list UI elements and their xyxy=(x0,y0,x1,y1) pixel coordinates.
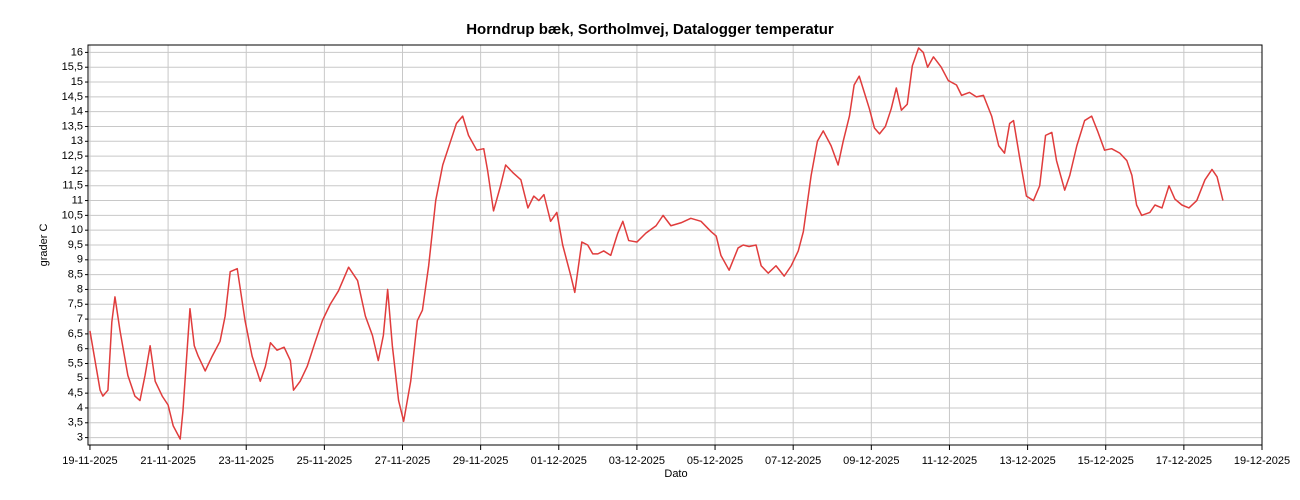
y-tick-label: 3 xyxy=(77,431,83,443)
x-tick-label: 01-12-2025 xyxy=(531,455,587,467)
x-tick-label: 19-12-2025 xyxy=(1234,455,1290,467)
y-tick-label: 6,5 xyxy=(68,328,83,340)
x-tick-label: 05-12-2025 xyxy=(687,455,743,467)
x-tick-label: 27-11-2025 xyxy=(375,455,430,467)
y-tick-label: 4 xyxy=(77,402,83,414)
x-tick-label: 21-11-2025 xyxy=(140,455,195,467)
x-tick-label: 23-11-2025 xyxy=(218,455,273,467)
y-tick-label: 8,5 xyxy=(68,269,83,281)
y-tick-label: 5 xyxy=(77,372,83,384)
x-tick-label: 15-12-2025 xyxy=(1078,455,1134,467)
y-tick-label: 7,5 xyxy=(68,298,83,310)
y-tick-label: 10,5 xyxy=(62,209,83,221)
y-tick-label: 6 xyxy=(77,343,83,355)
x-tick-label: 17-12-2025 xyxy=(1156,455,1212,467)
y-tick-label: 9 xyxy=(77,254,83,266)
x-tick-label: 13-12-2025 xyxy=(999,455,1055,467)
y-tick-label: 12,5 xyxy=(62,150,83,162)
plot-frame xyxy=(87,44,1263,446)
y-tick-label: 14 xyxy=(71,106,83,118)
x-tick-label: 19-11-2025 xyxy=(62,455,117,467)
y-tick-label: 14,5 xyxy=(62,91,83,103)
y-tick-label: 5,5 xyxy=(68,357,83,369)
temperature-line xyxy=(89,47,1224,440)
y-tick-label: 16 xyxy=(71,46,83,58)
y-tick-label: 15 xyxy=(71,76,83,88)
y-tick-label: 9,5 xyxy=(68,239,83,251)
y-tick-label: 4,5 xyxy=(68,387,83,399)
x-tick-label: 07-12-2025 xyxy=(765,455,821,467)
y-tick-label: 13,5 xyxy=(62,120,83,132)
y-tick-label: 3,5 xyxy=(68,417,83,429)
y-tick-label: 11,5 xyxy=(62,180,83,192)
y-tick-label: 7 xyxy=(77,313,83,325)
y-tick-label: 11 xyxy=(72,194,83,206)
y-axis-label: grader C xyxy=(38,224,50,267)
chart-title: Horndrup bæk, Sortholmvej, Datalogger te… xyxy=(466,21,834,38)
y-tick-label: 10 xyxy=(71,224,83,236)
x-tick-label: 09-12-2025 xyxy=(843,455,899,467)
y-tick-label: 13 xyxy=(71,135,83,147)
x-tick-label: 25-11-2025 xyxy=(297,455,352,467)
y-tick-label: 15,5 xyxy=(62,61,83,73)
x-tick-label: 29-11-2025 xyxy=(453,455,508,467)
x-tick-label: 11-12-2025 xyxy=(922,455,977,467)
y-tick-label: 12 xyxy=(71,165,83,177)
x-tick-label: 03-12-2025 xyxy=(609,455,665,467)
x-axis-label: Dato xyxy=(664,468,687,480)
y-tick-label: 8 xyxy=(77,283,83,295)
